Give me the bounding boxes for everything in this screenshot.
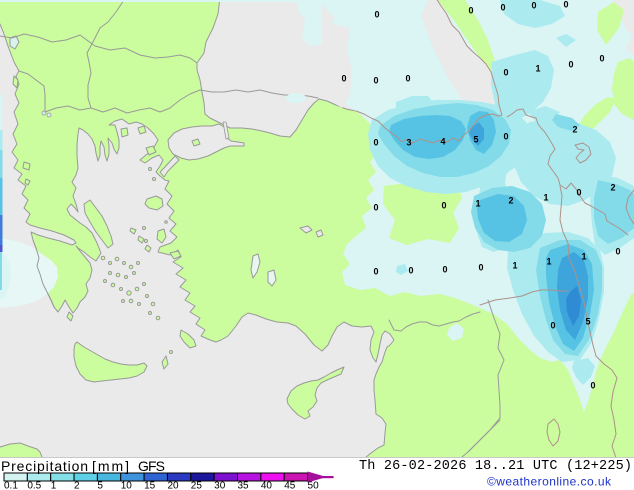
svg-text:0: 0 [373,138,378,148]
svg-text:0: 0 [468,6,473,16]
svg-text:5: 5 [585,317,590,327]
svg-text:40: 40 [261,481,273,490]
svg-text:1: 1 [51,481,57,490]
svg-text:30: 30 [214,481,226,490]
svg-text:25: 25 [191,481,203,490]
svg-text:0: 0 [442,265,447,275]
svg-text:1: 1 [535,64,540,74]
svg-text:1: 1 [543,193,548,203]
svg-text:0: 0 [405,74,410,84]
svg-text:1: 1 [581,252,586,262]
svg-text:0.1: 0.1 [4,481,18,490]
svg-text:35: 35 [238,481,250,490]
svg-text:0.5: 0.5 [27,481,41,490]
svg-text:0: 0 [531,1,536,11]
svg-text:20: 20 [167,481,179,490]
svg-text:0: 0 [408,266,413,276]
svg-text:15: 15 [144,481,156,490]
svg-text:1: 1 [475,199,480,209]
svg-text:2: 2 [508,196,513,206]
svg-text:0: 0 [576,188,581,198]
svg-text:©weatheronline.co.uk: ©weatheronline.co.uk [487,475,612,489]
svg-text:0: 0 [568,60,573,70]
svg-text:0: 0 [373,203,378,213]
svg-text:0: 0 [503,132,508,142]
svg-text:50: 50 [308,481,320,490]
svg-text:0: 0 [590,381,595,391]
svg-text:0: 0 [373,267,378,277]
svg-text:0: 0 [615,247,620,257]
svg-text:45: 45 [284,481,296,490]
svg-text:0: 0 [478,263,483,273]
svg-text:0: 0 [374,10,379,20]
svg-text:0: 0 [441,201,446,211]
svg-text:4: 4 [440,137,445,147]
svg-text:0: 0 [503,68,508,78]
svg-text:GFS: GFS [138,458,165,474]
svg-text:0: 0 [599,54,604,64]
svg-text:1: 1 [512,261,517,271]
svg-text:3: 3 [406,138,411,148]
svg-text:5: 5 [97,481,103,490]
svg-text:Precipitation: Precipitation [1,458,88,474]
svg-text:1: 1 [546,257,551,267]
svg-text:2: 2 [572,125,577,135]
svg-text:0: 0 [550,321,555,331]
svg-text:[mm]: [mm] [92,458,129,474]
svg-text:5: 5 [473,135,478,145]
svg-text:2: 2 [610,183,615,193]
svg-text:0: 0 [373,76,378,86]
svg-text:0: 0 [341,74,346,84]
svg-text:0: 0 [563,0,568,10]
svg-text:0: 0 [500,3,505,13]
svg-text:10: 10 [121,481,133,490]
svg-text:Th 26-02-2026 18..21 UTC (12+2: Th 26-02-2026 18..21 UTC (12+225) [359,459,632,474]
svg-text:2: 2 [74,481,80,490]
